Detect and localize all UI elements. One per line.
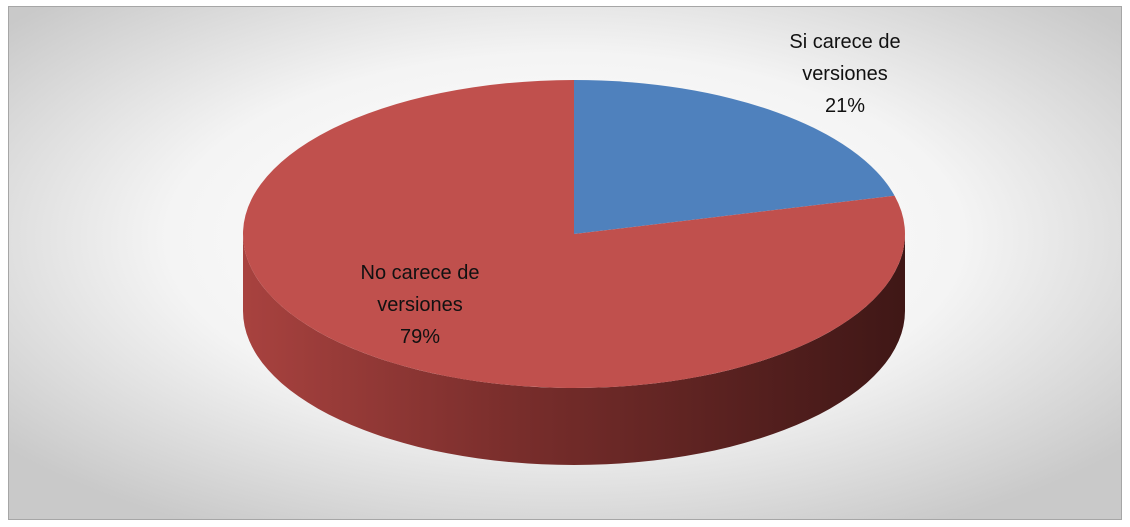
data-label: No carece de versiones 79% <box>325 257 515 353</box>
category-label: Si carece de versiones <box>789 31 901 85</box>
pie-side <box>243 234 905 465</box>
pie-slice <box>242 80 905 388</box>
category-label: No carece de versiones <box>360 262 480 316</box>
value-label: 79% <box>399 326 441 348</box>
pie-slice <box>574 80 895 234</box>
data-label: Si carece de versiones 21% <box>750 26 940 122</box>
value-label: 21% <box>824 95 866 117</box>
